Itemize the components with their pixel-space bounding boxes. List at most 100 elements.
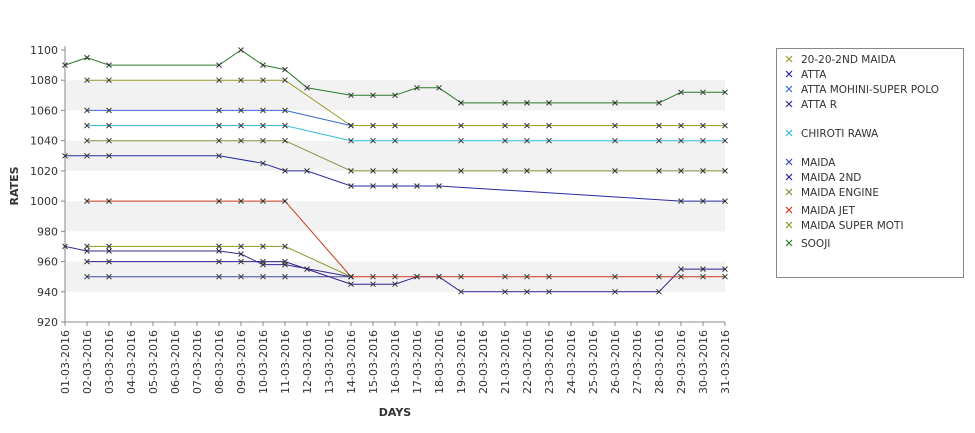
data-point-sooji [612, 100, 618, 106]
series-line-20-20-2nd-maida [87, 79, 725, 127]
x-tick-label: 07-03-2016 [191, 330, 204, 394]
data-point-maida-2nd [348, 281, 354, 288]
y-tick-label: 1100 [30, 44, 58, 57]
data-point-maida-engine [348, 168, 354, 174]
data-point-atta [260, 160, 266, 167]
data-point-maida-super-moti [84, 243, 90, 250]
x-tick-label: 11-03-2016 [279, 330, 292, 394]
legend-label: ATTA [801, 69, 827, 81]
y-tick-label: 1000 [30, 195, 58, 208]
data-point-chiroti-rawa [106, 122, 112, 129]
data-point-maida [238, 273, 244, 280]
y-axis-label: RATES [8, 166, 21, 205]
x-tick-label: 04-03-2016 [125, 330, 138, 394]
data-point-atta [282, 168, 288, 174]
legend-label: MAIDA ENGINE [801, 187, 879, 199]
data-point-atta [392, 183, 398, 189]
data-point-maida-engine [612, 168, 618, 174]
data-point-chiroti-rawa [656, 137, 662, 144]
legend-item-maida-2nd: MAIDA 2ND [785, 172, 861, 184]
data-point-maida-engine [260, 137, 266, 144]
data-point-maida-engine [458, 168, 464, 174]
x-tick-label: 05-03-2016 [147, 330, 160, 394]
data-point-atta-r [238, 251, 244, 257]
data-point-chiroti-rawa [238, 122, 244, 129]
data-point-sooji [502, 100, 508, 106]
data-point-atta [722, 198, 728, 204]
data-point-maida-2nd [392, 281, 398, 288]
x-tick-label: 27-03-2016 [631, 330, 644, 394]
legend-item-atta-mohini-super-polo: ATTA MOHINI-SUPER POLO [785, 84, 939, 96]
x-tick-label: 21-03-2016 [499, 330, 512, 394]
data-point-atta-r [106, 248, 112, 254]
data-point-20-20-2nd-maida [502, 122, 508, 129]
data-point-maida-engine [546, 168, 552, 174]
data-point-chiroti-rawa [524, 137, 530, 144]
data-point-maida [84, 273, 90, 280]
x-tick-label: 30-03-2016 [697, 330, 710, 394]
data-point-maida-jet [458, 273, 464, 280]
data-point-maida-engine [282, 137, 288, 144]
data-point-chiroti-rawa [392, 137, 398, 144]
legend-item-20-20-2nd-maida: 20-20-2ND MAIDA [785, 54, 896, 66]
x-tick-label: 16-03-2016 [389, 330, 402, 394]
legend-item-maida-engine: MAIDA ENGINE [785, 187, 879, 199]
data-point-sooji [678, 89, 684, 96]
data-point-maida-engine [392, 168, 398, 174]
data-point-maida-2nd [106, 258, 112, 265]
y-tick-label: 1040 [30, 135, 58, 148]
data-point-maida-engine [370, 168, 376, 174]
data-point-maida [106, 273, 112, 280]
data-point-maida-engine [502, 168, 508, 174]
data-point-20-20-2nd-maida [458, 122, 464, 129]
series-line-atta-mohini-super-polo [87, 109, 352, 127]
data-point-chiroti-rawa [348, 137, 354, 144]
data-point-atta-r [216, 248, 222, 254]
data-point-maida-2nd [678, 266, 684, 272]
data-point-maida-engine [524, 168, 530, 174]
data-point-chiroti-rawa [458, 137, 464, 144]
data-point-maida-engine [216, 137, 222, 144]
data-point-sooji [260, 62, 266, 68]
legend-label: ATTA R [801, 99, 837, 111]
series-line-maida-engine [87, 140, 725, 172]
legend-item-atta-r: ATTA R [785, 99, 837, 111]
data-point-sooji [370, 92, 376, 99]
data-point-maida-engine [238, 137, 244, 144]
data-point-maida-super-moti [260, 243, 266, 250]
data-point-maida-2nd [502, 288, 508, 295]
legend-item-sooji: SOOJI [785, 238, 830, 250]
data-point-sooji [546, 100, 552, 106]
data-point-atta-r [62, 243, 68, 250]
y-tick-label: 1080 [30, 74, 58, 87]
data-point-20-20-2nd-maida [678, 122, 684, 129]
x-tick-label: 18-03-2016 [433, 330, 446, 394]
data-point-atta [84, 152, 90, 159]
y-tick-label: 940 [37, 286, 58, 299]
legend-item-maida: MAIDA [785, 157, 836, 169]
data-point-maida-jet [84, 198, 90, 204]
series-line-chiroti-rawa [87, 125, 725, 142]
legend-label: MAIDA SUPER MOTI [801, 220, 904, 232]
data-point-maida-2nd [656, 288, 662, 295]
x-tick-label: 25-03-2016 [587, 330, 600, 394]
data-point-20-20-2nd-maida [524, 122, 530, 129]
legend-item-maida-super-moti: MAIDA SUPER MOTI [785, 220, 904, 232]
data-point-sooji [238, 47, 244, 53]
data-point-atta-mohini-super-polo [282, 107, 288, 114]
data-point-chiroti-rawa [722, 137, 728, 144]
y-tick-label: 1020 [30, 165, 58, 178]
x-tick-label: 20-03-2016 [477, 330, 490, 394]
x-tick-label: 03-03-2016 [103, 330, 116, 394]
data-point-maida [216, 273, 222, 280]
data-point-maida-jet [612, 273, 618, 280]
data-point-maida-2nd [304, 266, 310, 272]
data-point-maida-jet [370, 273, 376, 280]
legend-item-maida-jet: MAIDA JET [785, 205, 855, 217]
series-markers [62, 47, 728, 295]
data-point-maida-super-moti [216, 243, 222, 250]
x-tick-label: 17-03-2016 [411, 330, 424, 394]
data-point-maida-2nd [458, 288, 464, 295]
data-point-sooji [700, 89, 706, 96]
